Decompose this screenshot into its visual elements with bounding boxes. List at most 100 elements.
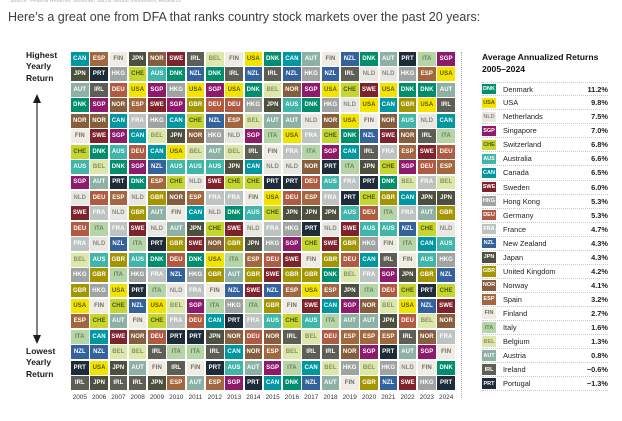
legend-country-value: 4.3%: [591, 252, 608, 262]
quilt-cell-2009-rank20-IRL: IRL: [148, 345, 166, 360]
quilt-cell-2021-rank22-NZL: NZL: [379, 376, 398, 391]
quilt-cell-2024-rank7-DEU: DEU: [437, 144, 455, 159]
legend-row-BEL: BEL Belgium 1.3%: [482, 335, 608, 350]
quilt-cell-2015-rank6-ITA: ITA: [263, 129, 282, 144]
quilt-cell-2010-rank14-DEU: DEU: [167, 252, 185, 267]
quilt-cell-2006-rank14-AUS: AUS: [90, 252, 108, 267]
quilt-cell-2008-rank2-CHE: CHE: [128, 67, 147, 82]
quilt-cell-2018-rank4-HKG: HKG: [321, 98, 340, 113]
quilt-cell-2020-rank13-HKG: HKG: [360, 237, 378, 252]
quilt-cell-2005-rank3-AUT: AUT: [71, 82, 89, 97]
legend-country-value: 3.2%: [591, 294, 608, 304]
quilt-cell-2008-rank15-HKG: HKG: [128, 268, 147, 283]
legend-country-name: USA: [503, 98, 519, 108]
legend-country-value: 6.0%: [591, 182, 608, 192]
legend-row-NOR: NOR Norway 4.1%: [482, 279, 608, 293]
quilt-cell-2007-rank9-PRT: PRT: [109, 175, 128, 190]
quilt-cell-2005-rank2-JPN: JPN: [71, 67, 89, 82]
quilt-cell-2017-rank2-HKG: HKG: [302, 67, 320, 82]
legend-country-name: Switzerland: [503, 140, 542, 150]
quilt-cell-2021-rank7-FRA: FRA: [379, 144, 398, 159]
year-label-2013: 2013: [226, 394, 242, 401]
quilt-cell-2012-rank1-BEL: BEL: [205, 52, 224, 66]
quilt-cell-2007-rank6-SGP: SGP: [109, 129, 128, 144]
quilt-cell-2016-rank6-USA: USA: [283, 129, 301, 144]
quilt-cell-2007-rank4-NOR: NOR: [109, 98, 128, 113]
legend-country-value: −0.6%: [586, 365, 608, 375]
quilt-cell-2015-rank15-SWE: SWE: [263, 268, 282, 283]
quilt-cell-2005-rank17-USA: USA: [71, 299, 89, 313]
quilt-cell-2011-rank1-IRL: IRL: [186, 52, 205, 66]
quilt-cell-2011-rank14-DNK: DNK: [186, 252, 205, 267]
quilt-cell-2006-rank21-USA: USA: [90, 360, 108, 375]
quilt-cell-2022-rank4-GBR: GBR: [398, 98, 417, 113]
quilt-cell-2012-rank6-HKG: HKG: [205, 129, 224, 144]
quilt-cell-2009-rank22-JPN: JPN: [148, 376, 166, 391]
legend-swatch-CAN: CAN: [482, 167, 496, 179]
year-label-2017: 2017: [304, 394, 319, 401]
quilt-cell-2023-rank8-DEU: DEU: [418, 160, 436, 174]
quilt-cell-2009-rank11-AUT: AUT: [148, 206, 166, 221]
quilt-cell-2017-rank8-NOR: NOR: [302, 160, 320, 174]
quilt-cell-2016-rank1-CAN: CAN: [283, 52, 301, 66]
quilt-cell-2021-rank17-BEL: BEL: [379, 299, 398, 313]
legend-country-value: 4.3%: [591, 238, 608, 248]
quilt-cell-2023-rank22-HKG: HKG: [418, 376, 436, 391]
quilt-cell-2024-rank12-NLD: NLD: [437, 221, 455, 236]
quilt-cell-2023-rank14-AUS: AUS: [418, 252, 436, 267]
quilt-cell-2015-rank2-IRL: IRL: [263, 67, 282, 82]
legend-row-DEU: DEU Germany 5.3%: [482, 209, 608, 223]
quilt-cell-2024-rank18-NOR: NOR: [437, 314, 455, 329]
quilt-cell-2022-rank10-CAN: CAN: [398, 190, 417, 205]
quilt-cell-2013-rank5-ESP: ESP: [225, 113, 243, 128]
quilt-cell-2018-rank16-ESP: ESP: [321, 283, 340, 298]
quilt-cell-2007-rank3-DEU: DEU: [109, 82, 128, 97]
quilt-cell-2007-rank19-SWE: SWE: [109, 329, 128, 344]
quilt-cell-2010-rank20-ITA: ITA: [167, 345, 185, 360]
quilt-cell-2008-rank20-BEL: BEL: [128, 345, 147, 360]
quilt-cell-2008-rank21-AUT: AUT: [128, 360, 147, 375]
quilt-cell-2008-rank11-GBR: GBR: [128, 206, 147, 221]
quilt-cell-2019-rank19-ESP: ESP: [340, 329, 359, 344]
legend-divider: [461, 52, 462, 398]
quilt-cell-2009-rank7-CAN: CAN: [148, 144, 166, 159]
quilt-cell-2013-rank1-FIN: FIN: [225, 52, 243, 66]
quilt-cell-2005-rank5-NOR: NOR: [71, 113, 89, 128]
quilt-cell-2015-rank19-NOR: NOR: [263, 329, 282, 344]
quilt-cell-2006-rank12-ITA: ITA: [90, 221, 108, 236]
quilt-cell-2016-rank10-DEU: DEU: [283, 190, 301, 205]
quilt-cell-2014-rank9-CHE: CHE: [244, 175, 263, 190]
quilt-cell-2021-rank15-SGP: SGP: [379, 268, 398, 283]
quilt-cell-2024-rank9-BEL: BEL: [437, 175, 455, 190]
quilt-cell-2015-rank4-JPN: JPN: [263, 98, 282, 113]
quilt-cell-2013-rank7-BEL: BEL: [225, 144, 243, 159]
legend-swatch-NLD: NLD: [482, 111, 496, 123]
quilt-cell-2008-rank17-NZL: NZL: [128, 299, 147, 313]
quilt-cell-2019-rank8-ITA: ITA: [340, 160, 359, 174]
quilt-cell-2008-rank4-ESP: ESP: [128, 98, 147, 113]
quilt-cell-2018-rank15-DNK: DNK: [321, 268, 340, 283]
quilt-cell-2011-rank20-ITA: ITA: [186, 345, 205, 360]
quilt-cell-2013-rank6-NLD: NLD: [225, 129, 243, 144]
legend-row-CHE: CHE Switzerland 6.8%: [482, 138, 608, 153]
quilt-cell-2017-rank10-ESP: ESP: [302, 190, 320, 205]
quilt-cell-2015-rank22-CAN: CAN: [263, 376, 282, 391]
quilt-cell-2020-rank18-AUT: AUT: [360, 314, 378, 329]
quilt-cell-2024-rank19-FRA: FRA: [437, 329, 455, 344]
quilt-cell-2013-rank12-SWE: SWE: [225, 221, 243, 236]
quilt-cell-2005-rank16-GBR: GBR: [71, 283, 89, 298]
quilt-cell-2019-rank11-AUS: AUS: [340, 206, 359, 221]
quilt-cell-2020-rank3-SWE: SWE: [360, 82, 378, 97]
quilt-cell-2010-rank5-CAN: CAN: [167, 113, 185, 128]
quilt-cell-2023-rank3-DNK: DNK: [418, 82, 436, 97]
quilt-cell-2014-rank13-JPN: JPN: [244, 237, 263, 252]
quilt-cell-2014-rank5-BEL: BEL: [244, 113, 263, 128]
year-label-2024: 2024: [439, 394, 454, 401]
quilt-cell-2016-rank4-AUS: AUS: [283, 98, 301, 113]
legend-country-name: New Zealand: [503, 238, 547, 248]
quilt-cell-2009-rank3-SGP: SGP: [148, 82, 166, 97]
legend-row-ESP: ESP Spain 3.2%: [482, 293, 608, 307]
quilt-cell-2005-rank10-NLD: NLD: [71, 190, 89, 205]
quilt-cell-2012-rank12-CHE: CHE: [205, 221, 224, 236]
quilt-cell-2011-rank8-AUS: AUS: [186, 160, 205, 174]
